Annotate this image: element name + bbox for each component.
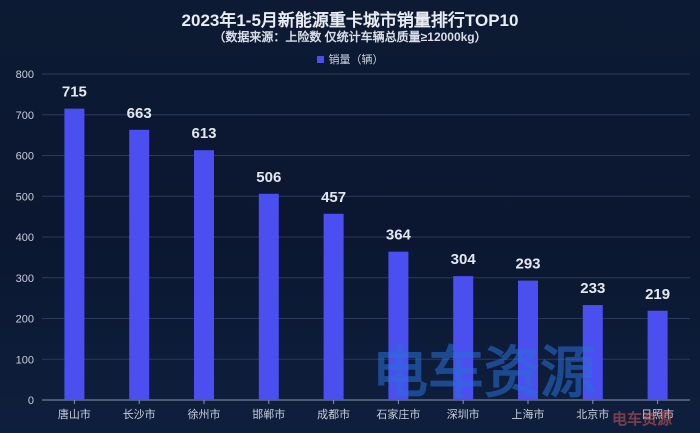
x-tick-label: 日照市 [641,407,674,421]
y-tick-label: 100 [16,354,34,366]
legend-label: 销量（辆） [328,54,384,66]
data-label: 613 [191,125,216,142]
x-tick-label: 唐山市 [58,407,91,421]
y-tick-label: 500 [16,191,34,203]
data-label: 233 [580,280,605,297]
y-tick-label: 0 [28,395,34,407]
bar[interactable] [388,251,409,400]
x-tick-label: 成都市 [317,407,350,421]
x-tick-label: 石家庄市 [376,407,420,421]
y-tick-label: 600 [16,151,34,163]
y-tick-label: 800 [16,69,34,81]
y-tick-label: 200 [16,314,34,326]
bar[interactable] [194,150,214,400]
bar[interactable] [518,280,538,400]
y-tick-label: 700 [16,110,34,122]
data-label: 506 [256,169,281,186]
data-label: 304 [451,251,477,268]
bar[interactable] [129,129,150,400]
bar[interactable] [453,276,474,400]
bar[interactable] [258,193,279,400]
chart-subtitle: （数据来源：上险数 仅统计车辆总质量≥12000kg） [213,30,487,44]
data-label: 293 [515,256,540,273]
legend[interactable]: 销量（辆） [0,51,700,67]
legend-swatch [316,56,324,63]
x-tick-label: 北京市 [576,407,609,421]
bar[interactable] [323,213,344,400]
y-tick-label: 400 [16,232,34,244]
watermark-small-text: 电车资源 [612,410,672,428]
chart-title: 2023年1-5月新能源重卡城市销量排行TOP10 [181,11,519,30]
data-label: 219 [645,286,670,303]
data-label: 457 [321,189,346,206]
x-tick-label: 深圳市 [447,407,480,421]
data-label: 364 [386,227,412,244]
x-tick-label: 长沙市 [123,407,156,421]
watermark-text: 电车资源 [372,341,596,404]
bar[interactable] [64,108,85,400]
x-tick-label: 徐州市 [188,407,221,421]
data-label: 663 [127,105,152,122]
bar[interactable] [647,310,668,400]
x-tick-label: 邯郸市 [252,407,285,421]
y-tick-label: 300 [16,273,34,285]
x-tick-label: 上海市 [512,407,545,421]
bar[interactable] [582,305,603,400]
data-label: 715 [62,84,87,101]
